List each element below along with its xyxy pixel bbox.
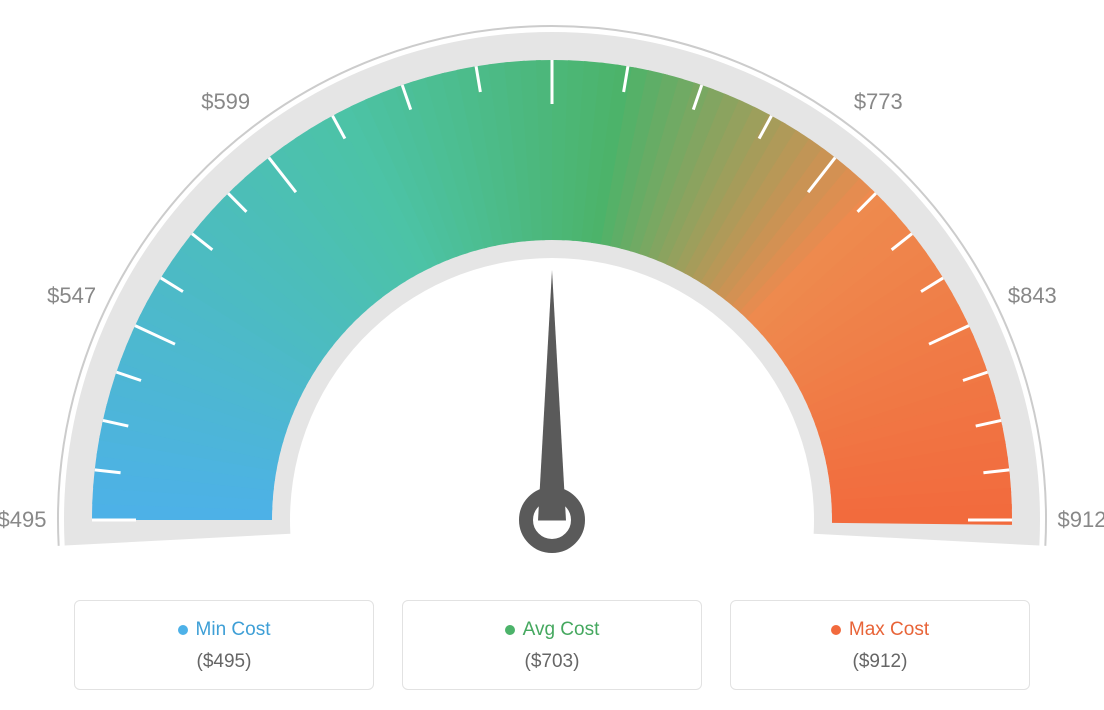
legend-dot-icon bbox=[831, 625, 841, 635]
legend-card: Avg Cost ($703) bbox=[402, 600, 702, 690]
legend-title-text: Avg Cost bbox=[523, 619, 600, 641]
gauge-svg bbox=[22, 20, 1082, 580]
legend-title-text: Max Cost bbox=[849, 619, 929, 641]
gauge-scale-label: $599 bbox=[201, 89, 250, 115]
legend-title-text: Min Cost bbox=[196, 619, 271, 641]
legend-title: Avg Cost bbox=[505, 619, 600, 641]
legend-card: Min Cost ($495) bbox=[74, 600, 374, 690]
gauge-scale-label: $773 bbox=[854, 89, 903, 115]
legend-title: Max Cost bbox=[831, 619, 929, 641]
legend-value: ($495) bbox=[85, 651, 363, 673]
legend-dot-icon bbox=[178, 625, 188, 635]
legend-card: Max Cost ($912) bbox=[730, 600, 1030, 690]
gauge-chart: $495$547$599$703$773$843$912 bbox=[20, 20, 1084, 580]
gauge-scale-label: $495 bbox=[0, 507, 46, 533]
gauge-scale-label: $547 bbox=[47, 283, 96, 309]
legend-dot-icon bbox=[505, 625, 515, 635]
gauge-scale-label: $912 bbox=[1058, 507, 1104, 533]
gauge-scale-label: $703 bbox=[528, 0, 577, 3]
legend-title: Min Cost bbox=[178, 619, 271, 641]
legend-value: ($703) bbox=[413, 651, 691, 673]
legend-row: Min Cost ($495) Avg Cost ($703) Max Cost ($91… bbox=[20, 600, 1084, 690]
gauge-scale-label: $843 bbox=[1008, 283, 1057, 309]
legend-value: ($912) bbox=[741, 651, 1019, 673]
